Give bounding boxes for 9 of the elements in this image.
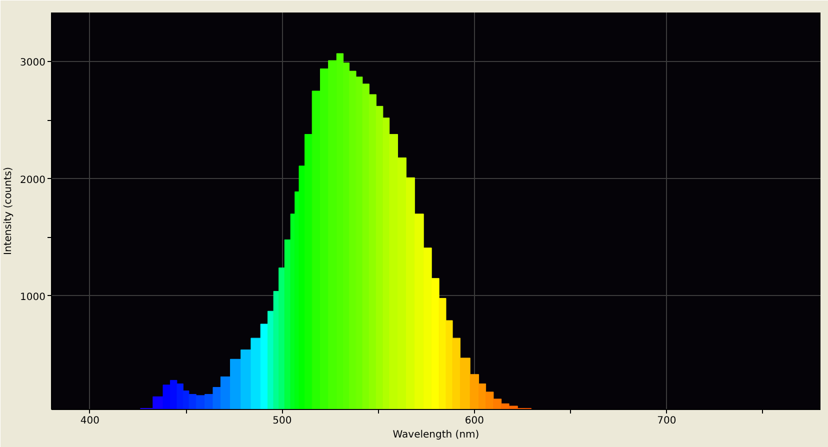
x-tick-label: 600 [464,416,484,426]
x-tick-label: 700 [657,416,676,426]
x-tick-label: 500 [272,416,292,426]
x-tick-label: 400 [80,416,100,426]
x-axis-title: Wavelength (nm) [392,430,480,440]
y-tick-label: 2000 [20,174,46,186]
y-tick-label: 1000 [20,292,46,303]
y-tick-label: 3000 [20,58,46,69]
y-axis-title: Intensity (counts) [3,166,14,255]
